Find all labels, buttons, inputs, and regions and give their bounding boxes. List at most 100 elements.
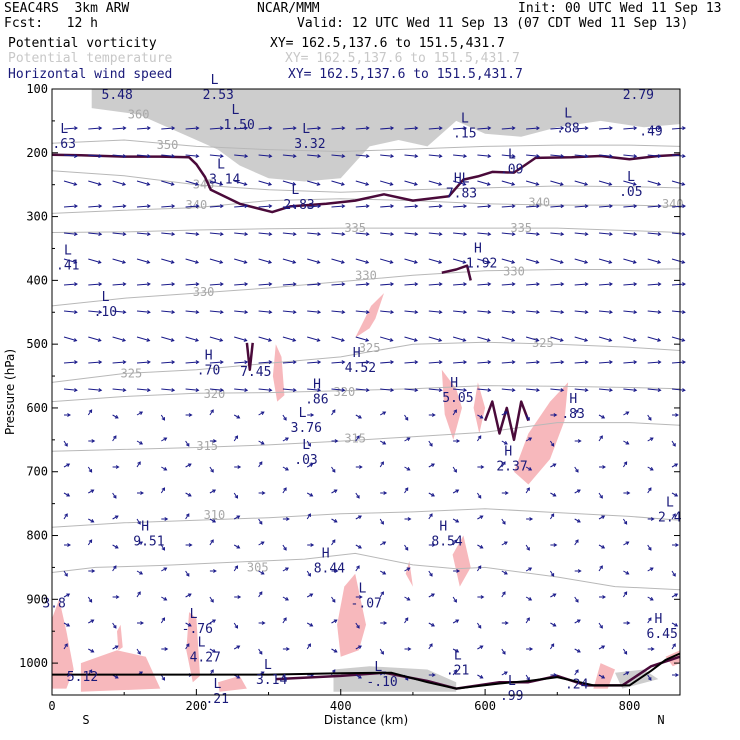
wind-vector — [428, 492, 435, 497]
wind-vector-head — [674, 493, 679, 497]
wind-vector — [258, 648, 263, 655]
wind-vector — [428, 180, 442, 186]
wind-vector-head — [171, 388, 176, 393]
isentrope-305 — [51, 552, 681, 591]
terrain-line — [52, 652, 681, 690]
wind-vector-head — [681, 338, 686, 342]
wind-vector — [209, 409, 214, 416]
wind-vector — [574, 180, 588, 186]
wind-vector-head — [681, 260, 686, 264]
wind-vector — [501, 570, 508, 575]
wind-vector-head — [98, 126, 103, 131]
wind-vector — [282, 258, 296, 264]
extremum-letter-25: H — [504, 444, 512, 459]
extremum-letter-0: L — [60, 122, 68, 137]
wind-vector-head — [317, 310, 322, 315]
extremum-letter-26: L — [666, 495, 674, 510]
extremum-letter-16: H — [474, 242, 482, 257]
wind-vector — [647, 154, 661, 157]
wind-vector-head — [390, 388, 395, 393]
wind-vector — [623, 361, 637, 364]
wind-vector-head — [406, 437, 411, 441]
wind-vector — [380, 232, 394, 235]
wind-vector-head — [188, 413, 193, 417]
wind-vector-head — [623, 591, 628, 595]
wind-vector — [306, 463, 313, 468]
wind-vector-head — [584, 388, 589, 393]
wind-vector — [88, 619, 94, 624]
wind-vector — [622, 461, 628, 468]
wind-vector — [233, 645, 240, 650]
wind-vector — [404, 596, 410, 601]
wind-vector — [501, 648, 506, 655]
wind-vector-head — [649, 467, 654, 471]
wind-vector-head — [122, 260, 127, 264]
wind-vector — [63, 622, 70, 627]
wind-vector-head — [431, 493, 435, 497]
wind-vector-head — [657, 260, 662, 264]
x-tick-label-0: 0 — [48, 699, 55, 713]
wind-vector — [209, 180, 223, 186]
wind-vector — [647, 388, 661, 391]
extremum-value-22: .03 — [294, 453, 317, 468]
wind-vector — [404, 232, 418, 235]
wind-vector — [525, 596, 532, 601]
wind-vector — [501, 671, 508, 676]
wind-vector-head — [575, 669, 579, 673]
wind-vector-head — [139, 541, 144, 545]
wind-vector — [452, 539, 457, 546]
wind-vector-head — [331, 409, 336, 413]
isentrope-label-11: 330 — [503, 264, 525, 278]
wind-vector-head — [365, 154, 370, 159]
wind-vector — [501, 411, 508, 416]
wind-vector — [233, 435, 238, 442]
wind-vector-head — [112, 495, 117, 499]
wind-vector-head — [431, 623, 435, 627]
extremum-value-15: .10 — [94, 305, 117, 320]
wind-vector-head — [504, 491, 509, 495]
wind-vector — [574, 205, 588, 208]
extremum-letter-35: L — [264, 658, 272, 673]
wind-vector-head — [480, 465, 485, 469]
wind-vector — [380, 336, 393, 342]
wind-vector — [160, 617, 165, 624]
wind-vector — [380, 205, 394, 208]
wind-vector — [598, 645, 605, 650]
wind-vector — [404, 617, 409, 624]
wind-vector-head — [122, 282, 127, 287]
wind-vector-head — [258, 521, 263, 525]
wind-vector-head — [139, 441, 144, 445]
wind-vector — [549, 570, 555, 577]
wind-vector — [136, 518, 141, 525]
wind-vector-head — [584, 260, 589, 264]
wind-vector-head — [559, 338, 564, 342]
wind-vector-head — [681, 154, 686, 159]
wind-vector-head — [146, 338, 151, 342]
wind-vector — [161, 127, 175, 130]
wind-vector-head — [66, 593, 71, 597]
isentrope-330 — [51, 268, 681, 307]
wind-vector — [404, 361, 418, 364]
isentrope-345 — [51, 170, 681, 193]
wind-vector-head — [609, 126, 613, 131]
wind-vector — [331, 310, 345, 313]
wind-vector — [380, 310, 394, 313]
wind-vector-head — [438, 388, 443, 393]
wind-vector-head — [292, 310, 297, 315]
wind-vector-head — [260, 571, 265, 575]
isentrope-label-12: 335 — [344, 221, 366, 235]
wind-vector-head — [114, 645, 119, 649]
wind-vector — [550, 205, 564, 208]
y-tick-label-1000: 1000 — [19, 656, 48, 670]
wind-vector-head — [268, 204, 273, 209]
wind-vector-head — [455, 619, 460, 623]
wind-vector-head — [633, 360, 638, 365]
wind-vector-head — [73, 232, 78, 237]
wind-vector — [623, 205, 637, 208]
isentrope-label-3: 315 — [344, 432, 366, 446]
wind-vector — [355, 361, 369, 364]
wind-vector — [525, 466, 532, 471]
wind-vector — [161, 361, 175, 364]
wind-vector-head — [504, 621, 509, 625]
wind-vector-head — [286, 647, 290, 651]
